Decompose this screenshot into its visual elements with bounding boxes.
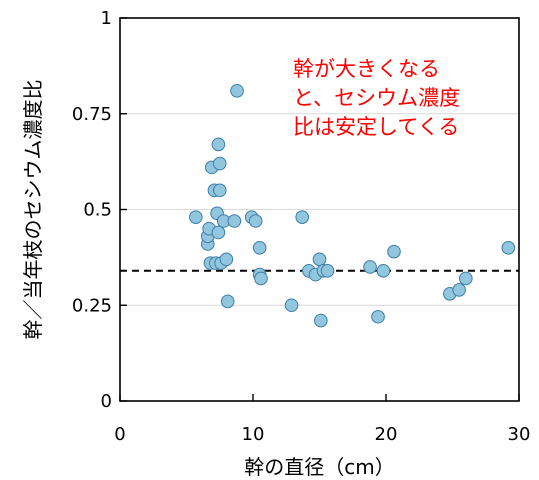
data-point xyxy=(189,210,203,224)
data-point xyxy=(295,210,310,224)
y-axis-label: 幹／当年枝のセシウム濃度比 xyxy=(21,80,45,340)
data-point xyxy=(459,271,473,286)
data-point xyxy=(363,260,377,274)
data-point xyxy=(284,298,299,313)
x-tick-label: 10 xyxy=(242,424,265,445)
data-point xyxy=(452,283,466,297)
data-point xyxy=(376,263,391,278)
x-tick-label: 0 xyxy=(114,424,125,445)
x-axis-ticks: 0 10 20 30 xyxy=(114,394,530,445)
x-axis-label: 幹の直径（cm） xyxy=(244,455,394,479)
y-tick-label: 0.5 xyxy=(83,200,112,221)
y-tick-label: 0.75 xyxy=(72,104,112,125)
data-point xyxy=(371,309,385,324)
annotation-line: と、セシウム濃度 xyxy=(293,86,460,110)
y-tick-label: 0.25 xyxy=(72,295,112,316)
data-point xyxy=(211,137,226,152)
y-tick-label: 0 xyxy=(101,391,112,412)
data-point xyxy=(320,263,335,278)
data-point xyxy=(227,214,242,228)
annotation-line: 比は安定してくる xyxy=(293,115,459,139)
data-point xyxy=(212,183,227,198)
x-tick-label: 20 xyxy=(375,424,398,445)
annotation-line: 幹が大きくなる xyxy=(293,57,440,81)
data-point xyxy=(501,241,516,255)
data-point xyxy=(252,241,267,255)
y-axis-ticks: 0 0.25 0.5 0.75 1 xyxy=(72,8,127,412)
data-point xyxy=(230,83,244,98)
data-point xyxy=(219,252,234,267)
data-points xyxy=(189,83,516,328)
data-point xyxy=(387,244,401,259)
x-tick-label: 30 xyxy=(508,424,531,445)
y-tick-label: 1 xyxy=(101,8,112,29)
data-point xyxy=(314,313,328,328)
gridlines xyxy=(120,113,519,306)
data-point xyxy=(248,214,263,228)
data-point xyxy=(212,156,227,171)
data-point xyxy=(312,252,327,267)
data-point xyxy=(254,271,268,286)
data-point xyxy=(220,294,235,309)
data-point xyxy=(211,225,226,240)
